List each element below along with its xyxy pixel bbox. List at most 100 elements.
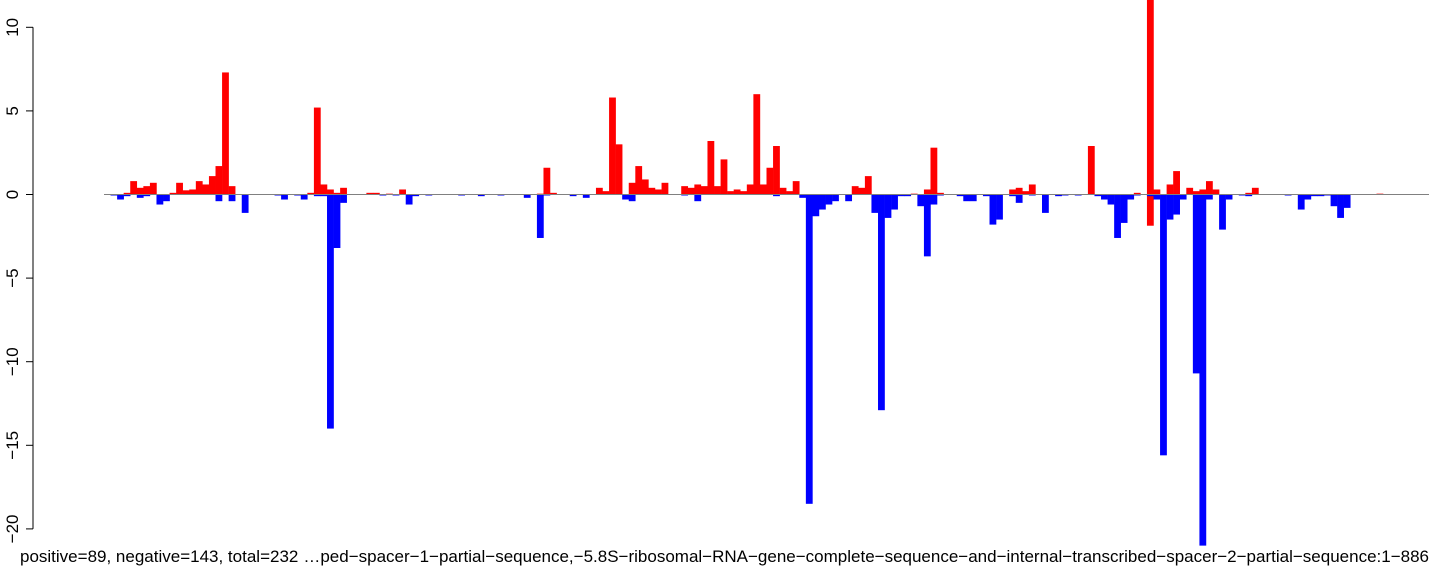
bar-positive-19: [222, 72, 229, 195]
bar-negative-123: [904, 194, 912, 197]
bar-negative-132: [963, 194, 971, 202]
y-tick-label: 5: [3, 106, 22, 115]
bar-negative-35: [327, 194, 334, 429]
bar-negative-136: [989, 194, 997, 225]
bar-positive-13: [182, 190, 190, 195]
bar-positive-142: [1028, 184, 1036, 195]
bar-negative-190: [1343, 194, 1351, 208]
bar-positive-99: [746, 184, 754, 195]
bar-positive-166: [1186, 187, 1194, 195]
bar-positive-175: [1245, 192, 1253, 195]
bar-positive-7: [143, 186, 151, 195]
bar-positive-167: [1192, 191, 1200, 195]
bar-positive-33: [313, 107, 321, 195]
bar-negative-47: [405, 194, 413, 205]
bar-positive-139: [1009, 189, 1017, 195]
bar-negative-164: [1173, 194, 1180, 215]
bar-negative-135: [982, 194, 990, 197]
bar-negative-4: [123, 194, 131, 197]
bar-positive-46: [399, 189, 406, 195]
bar-negative-91: [694, 194, 702, 202]
bar-negative-114: [845, 194, 853, 202]
bar-negative-154: [1107, 194, 1115, 205]
bar-positive-161: [1153, 189, 1161, 195]
bar-positive-78: [609, 97, 616, 195]
bar-negative-153: [1101, 194, 1108, 200]
bar-negative-126: [923, 194, 931, 257]
bar-positive-41: [366, 192, 374, 195]
bar-positive-169: [1205, 181, 1213, 195]
bar-negative-81: [628, 194, 636, 202]
bar-negative-6: [136, 194, 144, 198]
bar-positive-116: [858, 187, 866, 195]
bar-positive-84: [648, 187, 656, 195]
bar-positive-17: [208, 176, 216, 195]
bar-negative-111: [825, 194, 833, 205]
bar-negative-67: [536, 194, 544, 238]
bar-negative-188: [1330, 194, 1338, 207]
bar-positive-5: [130, 181, 138, 195]
bar-positive-105: [786, 191, 793, 195]
bar-negative-58: [477, 194, 485, 197]
bar-negative-140: [1015, 194, 1023, 203]
bar-positive-92: [700, 186, 708, 195]
bar-negative-169: [1205, 194, 1213, 200]
bar-positive-16: [202, 184, 210, 195]
bar-negative-127: [930, 194, 938, 205]
bar-negative-18: [215, 194, 223, 202]
bar-negative-9: [156, 194, 164, 205]
bar-negative-137: [996, 194, 1003, 220]
bar-positive-11: [169, 192, 177, 195]
y-axis: 10 5 0 −5 −10 −15 −20: [3, 18, 34, 543]
bar-positive-163: [1166, 184, 1174, 195]
bar-negative-157: [1127, 194, 1135, 200]
bar-positive-97: [733, 189, 741, 195]
bar-negative-37: [340, 194, 347, 203]
bar-negative-168: [1199, 194, 1207, 546]
bar-negative-65: [523, 194, 531, 198]
bar-positive-4: [123, 192, 131, 195]
bar-negative-155: [1114, 194, 1121, 238]
bar-positive-8: [149, 182, 157, 195]
bar-positive-127: [930, 147, 938, 195]
bar-negative-3: [117, 194, 124, 200]
bar-negative-103: [773, 194, 780, 197]
bar-positive-115: [851, 186, 859, 195]
bar-negative-133: [969, 194, 977, 202]
y-tick-label: −10: [3, 347, 22, 376]
bar-negative-160: [1146, 194, 1154, 197]
bar-positive-128: [937, 192, 944, 195]
y-tick-label: −15: [3, 431, 22, 460]
bar-negative-31: [300, 194, 308, 200]
bar-negative-186: [1317, 194, 1325, 197]
bar-positive-106: [792, 181, 800, 195]
bar-positive-86: [661, 182, 669, 195]
bar-positive-103: [773, 146, 780, 195]
bar-positive-96: [727, 191, 734, 195]
bar-positive-18: [215, 166, 223, 195]
bar-positive-12: [176, 182, 183, 195]
y-tick-label: 0: [3, 190, 22, 199]
bar-negative-107: [799, 194, 807, 198]
bar-negative-108: [805, 194, 813, 504]
y-tick-label: 10: [3, 18, 22, 37]
bar-positive-168: [1199, 189, 1207, 195]
bar-positive-6: [136, 187, 144, 195]
bar-positive-170: [1212, 189, 1220, 195]
bar-positive-98: [740, 191, 748, 195]
x-axis-sequence-label: …ped−spacer−1−partial−sequence,−5.8S−rib…: [303, 547, 1429, 566]
bar-negative-152: [1094, 194, 1102, 197]
bar-positive-35: [327, 189, 334, 195]
bar-positive-20: [228, 186, 236, 195]
bar-positive-32: [307, 192, 315, 195]
bar-positive-81: [628, 182, 636, 195]
bar-negative-109: [812, 194, 820, 217]
bar-positive-79: [615, 144, 623, 195]
bar-negative-33: [313, 194, 321, 197]
bar-negative-131: [956, 194, 964, 197]
bar-positive-141: [1022, 191, 1030, 195]
bar-positive-69: [550, 192, 557, 195]
bar-positive-37: [340, 187, 347, 195]
bar-negative-121: [891, 194, 898, 210]
